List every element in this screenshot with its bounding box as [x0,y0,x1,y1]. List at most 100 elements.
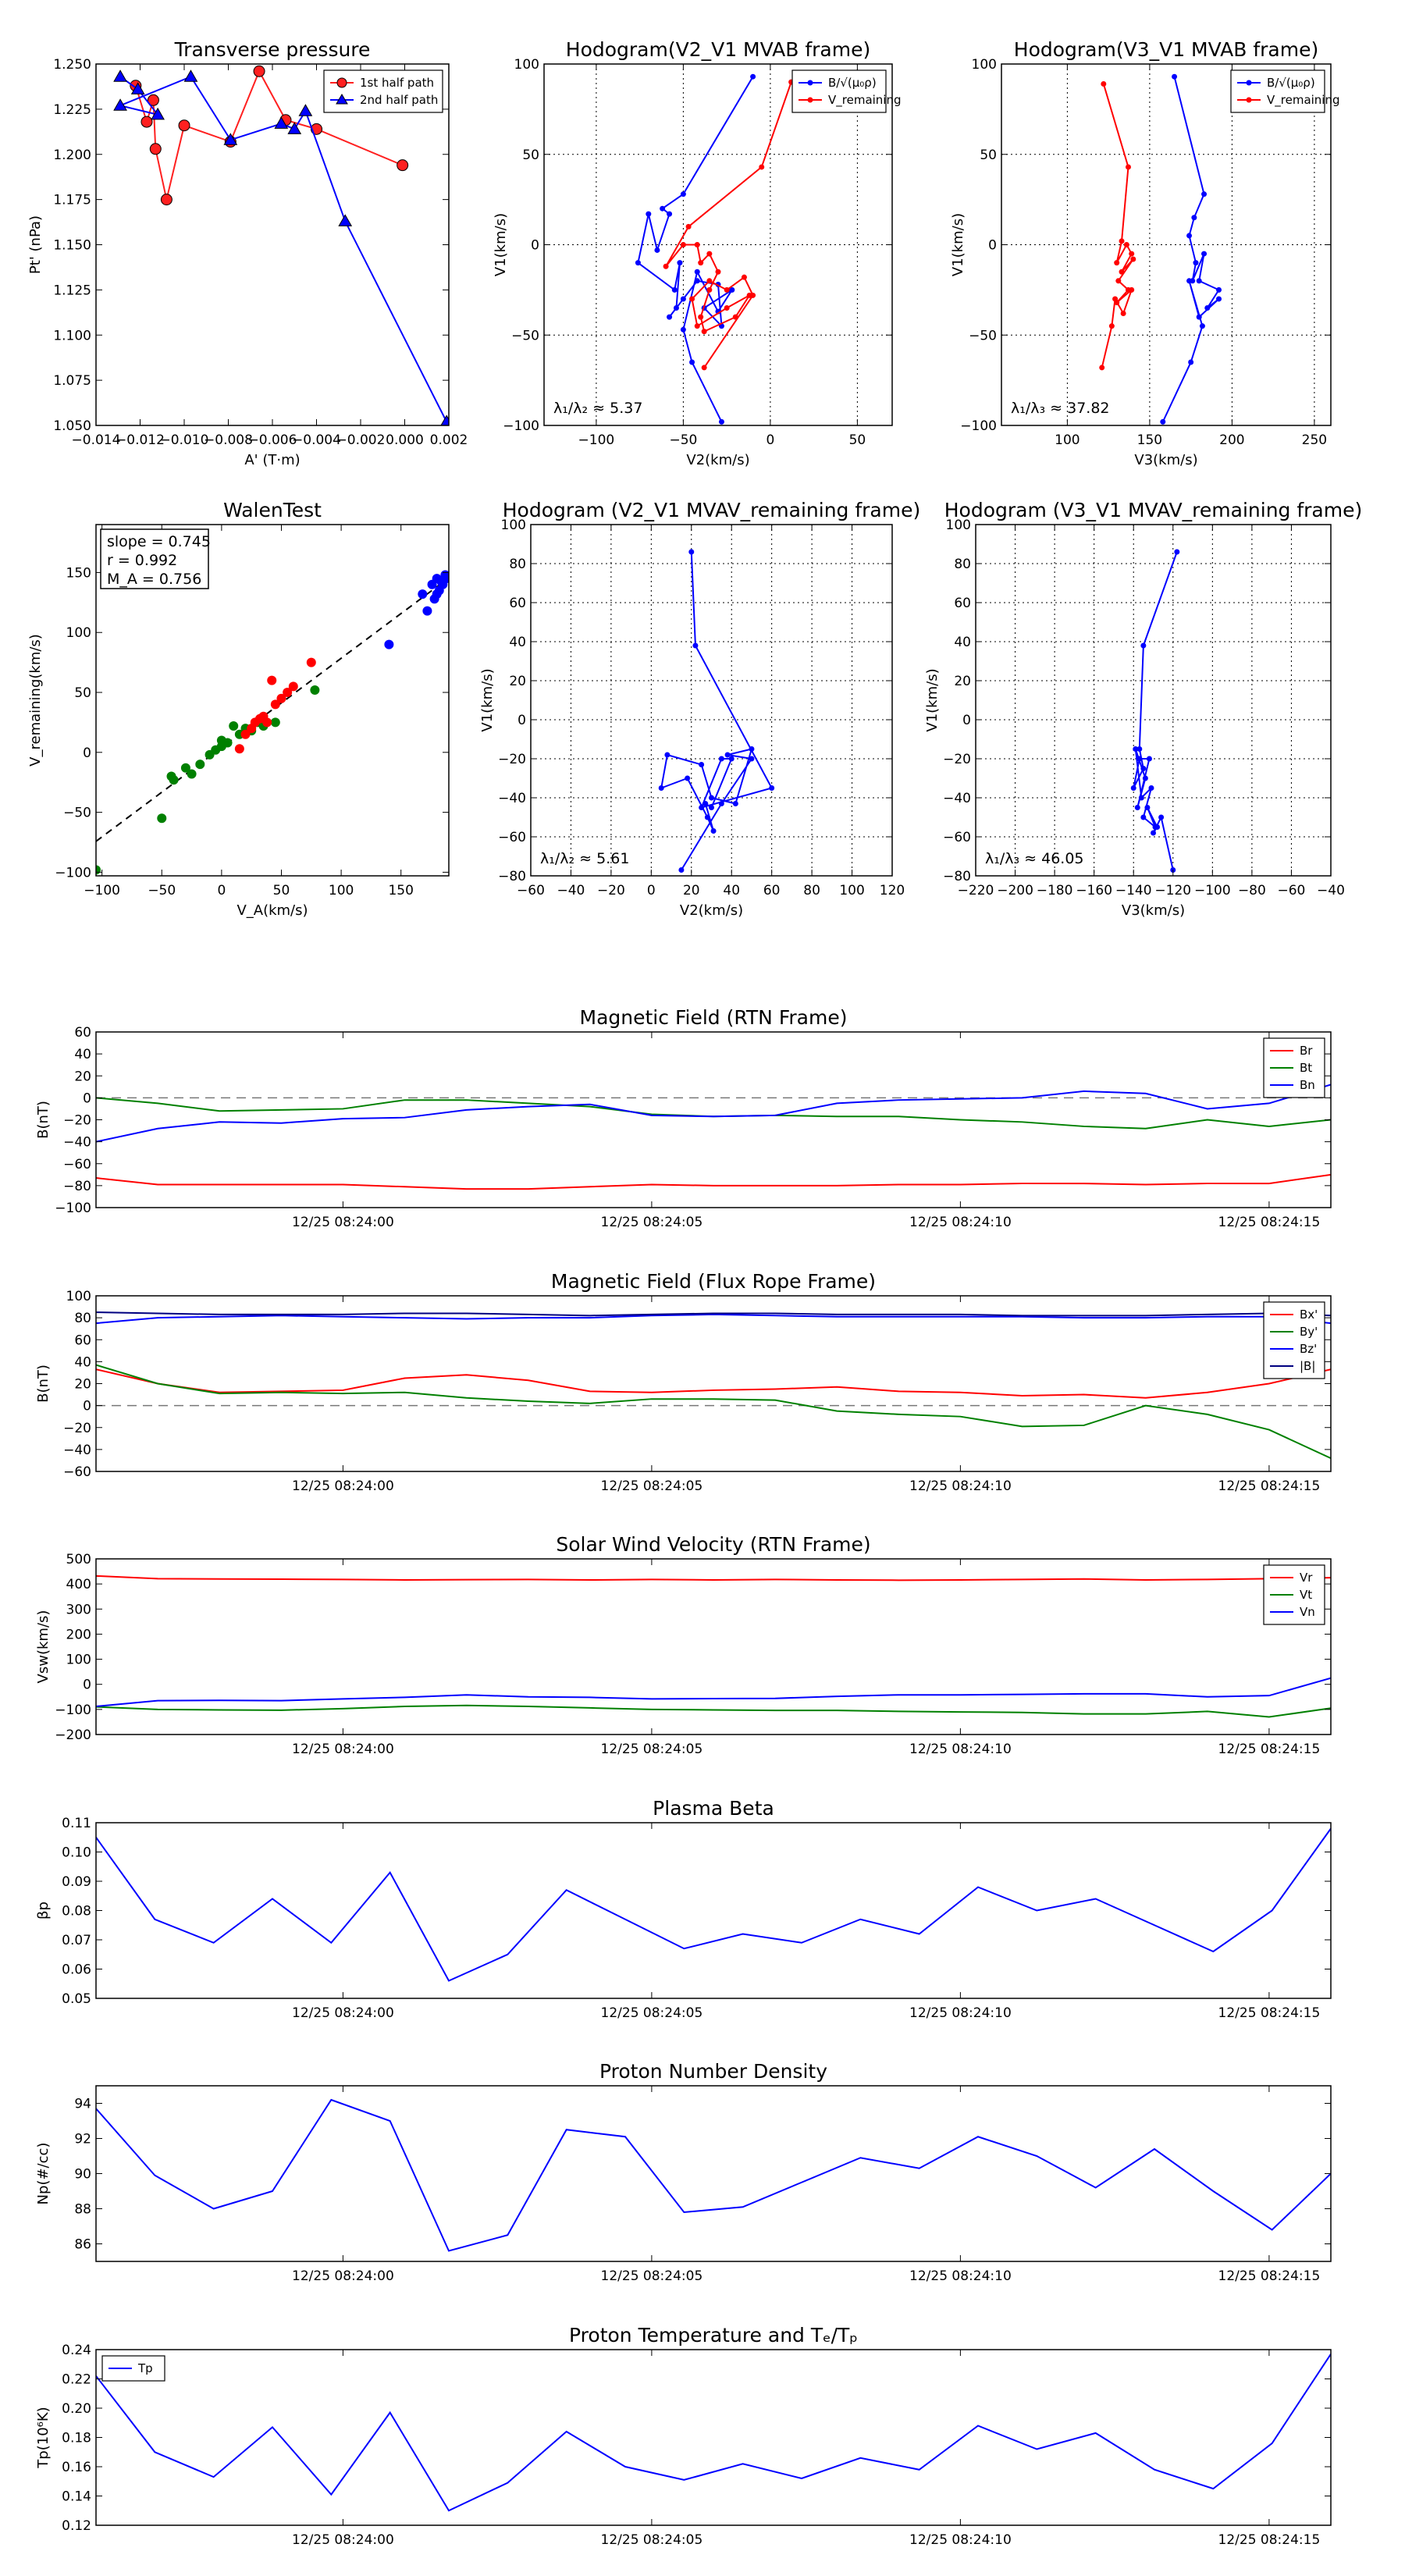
x-tick-label: −80 [1238,883,1266,898]
y-tick-label: −40 [63,1443,91,1458]
data-point [180,763,190,773]
y-tick-label: 20 [74,1377,91,1393]
data-point [157,813,167,824]
y-tick-label: 0 [83,1399,91,1414]
stats-line: r = 0.992 [107,552,177,569]
y-tick-label: −80 [943,869,971,884]
x-tick-label: 12/25 08:24:05 [601,1215,703,1230]
legend-label: B/√(μ₀ρ) [1267,76,1315,90]
data-point [1186,233,1193,239]
data-point [718,418,724,425]
data-point [187,769,197,779]
data-point [1201,191,1208,197]
data-point [1130,256,1136,262]
x-tick-label: 150 [1137,432,1162,448]
data-point [706,251,713,257]
chart-title: Plasma Beta [653,1797,774,1820]
data-point [701,329,707,335]
series-line-Vr [96,1574,1331,1582]
legend-marker [336,77,347,88]
y-tick-label: 40 [74,1047,91,1062]
plot-frame [95,1295,1332,1472]
series-line-Bx' [96,1368,1331,1399]
y-tick-label: 1.250 [53,57,91,73]
data-point [732,801,738,806]
data-point [706,286,713,293]
data-point [1199,323,1205,329]
series-line-By' [96,1364,1331,1460]
chart-title: Magnetic Field (Flux Rope Frame) [551,1270,876,1293]
x-axis-label: V_A(km/s) [237,902,308,919]
data-point [677,260,683,266]
y-tick-label: 100 [946,518,971,533]
x-tick-label: −40 [1317,883,1345,898]
data-point [1193,260,1199,266]
y-tick-label: 1.200 [53,148,91,163]
data-point [673,305,679,311]
eigen-ratio-label: λ₁/λ₂ ≈ 5.37 [553,400,642,417]
y-tick-label: −20 [498,752,526,767]
x-tick-label: −20 [597,883,625,898]
x-axis-label: A' (T·m) [244,452,300,468]
y-tick-label: −200 [55,1727,91,1743]
y-tick-label: −60 [498,830,526,845]
data-point [1115,278,1122,284]
data-point [729,286,735,293]
legend-label: By' [1300,1325,1318,1339]
y-tick-label: −100 [55,865,91,881]
legend-label: Br [1300,1044,1313,1058]
data-point [195,760,205,770]
x-tick-label: 12/25 08:24:15 [1218,2268,1321,2284]
y-tick-label: 1.050 [53,418,91,434]
legend-label: Bt [1300,1061,1312,1075]
x-tick-label: 150 [388,883,413,898]
data-point [298,104,313,116]
y-tick-label: −60 [943,830,971,845]
legend: Br Bt Bn [1263,1037,1325,1098]
plot-area [96,2354,1331,2512]
data-point [678,867,685,873]
data-point [274,116,289,129]
x-tick-label: −200 [997,883,1033,898]
data-point [750,292,756,298]
data-point [1191,215,1197,221]
plot-area [113,65,449,425]
y-axis-label: B(nT) [35,1101,52,1139]
chart-title: Hodogram(V2_V1 MVAB frame) [566,38,870,61]
plot-frame [95,1031,1332,1208]
x-tick-label: 0.002 [430,432,468,448]
data-point [418,589,428,600]
x-tick-label: 12/25 08:24:10 [909,1478,1012,1494]
x-tick-label: 12/25 08:24:15 [1218,1742,1321,1757]
chart-tp_t: Proton Temperature and Tₑ/Tₚ 0.12 0.14 0.16… [35,2324,1332,2548]
y-tick-label: 40 [509,635,526,650]
y-tick-label: 0.24 [62,2343,91,2358]
data-point [1108,323,1115,329]
y-tick-label: 0.08 [62,1904,91,1920]
chart-title: Hodogram(V3_V1 MVAB frame) [1014,38,1318,61]
y-tick-label: 0.16 [62,2460,91,2475]
y-tick-label: 0.11 [62,1816,91,1831]
x-tick-label: −180 [1037,883,1073,898]
x-tick-label: −0.012 [116,432,165,448]
x-tick-label: 120 [880,883,905,898]
x-tick-label: 80 [803,883,820,898]
y-tick-label: 50 [980,148,997,163]
y-axis-label: Tp(10⁶K) [35,2407,52,2468]
y-tick-label: 40 [74,1354,91,1370]
data-point [1196,314,1202,320]
y-tick-label: 100 [501,518,526,533]
legend-box [323,69,443,113]
legend-label: 2nd half path [360,93,438,107]
data-point [732,314,738,320]
x-tick-label: 200 [1219,432,1244,448]
x-tick-label: 12/25 08:24:00 [292,1215,394,1230]
y-tick-label: 0.06 [62,1962,91,1978]
data-point [223,133,238,145]
x-tick-label: 12/25 08:24:00 [292,1478,394,1494]
legend-label: Vt [1300,1588,1312,1602]
legend-label: Bz' [1300,1342,1317,1356]
data-point [1172,73,1178,80]
series-line-V [660,551,774,871]
y-tick-label: −20 [943,752,971,767]
